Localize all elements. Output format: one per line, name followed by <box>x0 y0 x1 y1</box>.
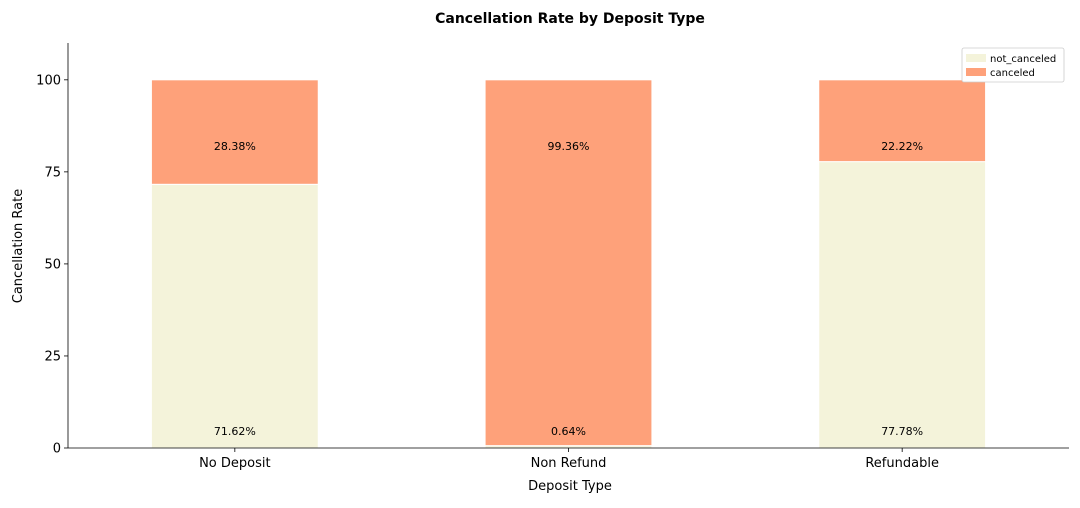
bar-not_canceled-0 <box>150 183 319 449</box>
chart-title: Cancellation Rate by Deposit Type <box>435 11 705 27</box>
legend-box <box>961 47 1065 83</box>
y-axis-label: Cancellation Rate <box>11 189 26 303</box>
legend-swatch-canceled <box>966 68 986 76</box>
plot-area: 71.62% 28.38% 0.64% 99.36% 77.78% 22.22% 0 25 50… <box>36 43 1069 471</box>
y-tick-label-4: 100 <box>36 73 61 88</box>
y-tick-label-0: 0 <box>53 442 61 457</box>
bar-not_canceled-2 <box>818 161 987 449</box>
x-tick-label-0: No Deposit <box>199 456 271 471</box>
y-tick-label-1: 25 <box>44 349 61 364</box>
legend-label-not_canceled: not_canceled <box>990 54 1056 65</box>
y-tick-label-3: 75 <box>44 165 61 180</box>
x-axis-label: Deposit Type <box>528 479 612 494</box>
y-tick-label-2: 50 <box>44 257 61 272</box>
legend: not_canceled canceled <box>961 47 1065 83</box>
data-label-not_canceled-2: 77.78% <box>881 425 923 438</box>
bar-canceled-1 <box>484 79 653 447</box>
legend-swatch-not_canceled <box>966 54 986 62</box>
bar-canceled-0 <box>150 79 319 185</box>
data-label-canceled-1: 99.36% <box>548 140 590 153</box>
data-label-not_canceled-0: 71.62% <box>214 425 256 438</box>
x-tick-label-2: Refundable <box>865 456 939 471</box>
legend-label-canceled: canceled <box>990 68 1035 79</box>
data-label-not_canceled-1: 0.64% <box>551 425 586 438</box>
x-tick-label-1: Non Refund <box>531 456 607 471</box>
data-label-canceled-2: 22.22% <box>881 140 923 153</box>
data-label-canceled-0: 28.38% <box>214 140 256 153</box>
bar-canceled-2 <box>818 79 987 163</box>
